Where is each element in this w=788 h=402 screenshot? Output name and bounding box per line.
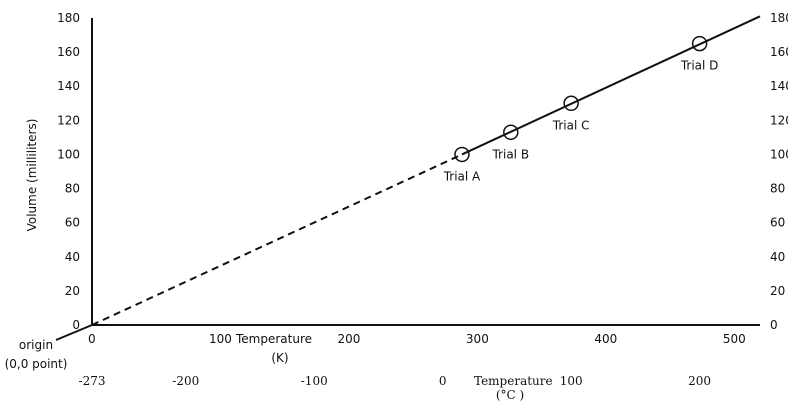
x-tick-label-kelvin: 200	[337, 332, 360, 346]
y-tick-label: 100	[57, 147, 80, 161]
origin-sublabel: (0,0 point)	[5, 357, 68, 371]
y-tick-label: 80	[65, 182, 80, 196]
y-tick-label-right: 100	[770, 147, 788, 161]
x-axis-label-kelvin: Temperature	[235, 332, 312, 346]
extrapolated-line	[91, 153, 463, 326]
x-tick-label-celsius: -273	[79, 374, 106, 388]
y-tick-label-right: 180	[770, 11, 788, 25]
series	[91, 15, 761, 326]
x-tick-label-celsius: -100	[301, 374, 328, 388]
data-point-marker	[503, 124, 519, 141]
x-tick-label-kelvin: 500	[723, 332, 746, 346]
y-tick-label-right: 20	[770, 284, 785, 298]
measured-line	[461, 15, 761, 156]
y-tick-label-right: 160	[770, 45, 788, 59]
x-tick-label-kelvin: 300	[466, 332, 489, 346]
y-tick-label: 120	[57, 113, 80, 127]
y-tick-label-right: 40	[770, 250, 785, 264]
axes	[55, 18, 760, 341]
data-point-marker	[691, 35, 708, 52]
data-point-marker	[454, 146, 470, 163]
y-axis-label: Volume (milliliters)	[25, 119, 39, 232]
y-tick-label: 180	[57, 11, 80, 25]
y-tick-label: 40	[65, 250, 80, 264]
y-tick-label-right: 0	[770, 318, 778, 332]
y-axis-ticks: 0 20 40 60 80 100 120 140 160 180	[57, 11, 80, 332]
y-tick-label: 140	[57, 79, 80, 93]
x-tick-label-kelvin: 400	[594, 332, 617, 346]
x-axis-label-celsius: Temperature	[474, 374, 553, 388]
data-point-label: Trial A	[443, 169, 481, 183]
origin-pointer	[55, 324, 93, 341]
x-tick-label-celsius: 0	[439, 374, 447, 388]
y-tick-label-right: 60	[770, 216, 785, 230]
x-axis-ticks-kelvin: 0 100 200 300 400 500	[88, 332, 746, 346]
y-tick-label: 20	[65, 284, 80, 298]
y-tick-label-right: 80	[770, 182, 785, 196]
y-tick-label-right: 140	[770, 79, 788, 93]
data-point-label: Trial B	[491, 147, 529, 161]
x-axis-ticks-celsius: -273 -200 -100 0 100 200	[79, 374, 712, 388]
origin-label: origin	[19, 338, 53, 352]
x-tick-label-kelvin: 100	[209, 332, 232, 346]
data-points: Trial A Trial B Trial C Trial D	[443, 35, 719, 183]
x-tick-label-celsius: 100	[560, 374, 583, 388]
y-tick-label: 0	[72, 318, 80, 332]
data-point-label: Trial C	[552, 118, 590, 132]
data-point-label: Trial D	[680, 59, 719, 73]
y-tick-label: 160	[57, 45, 80, 59]
y-tick-label: 60	[65, 216, 80, 230]
x-axis-unit-celsius: (°C )	[496, 388, 524, 402]
data-point-marker	[563, 95, 579, 112]
x-tick-label-kelvin: 0	[88, 332, 96, 346]
x-tick-label-celsius: 200	[688, 374, 711, 388]
x-axis-unit-kelvin: (K)	[271, 351, 288, 365]
y-tick-label-right: 120	[770, 113, 788, 127]
x-tick-label-celsius: -200	[172, 374, 199, 388]
y-axis-ticks-right: 0 20 40 60 80 100 120 140 160 180	[770, 11, 788, 332]
